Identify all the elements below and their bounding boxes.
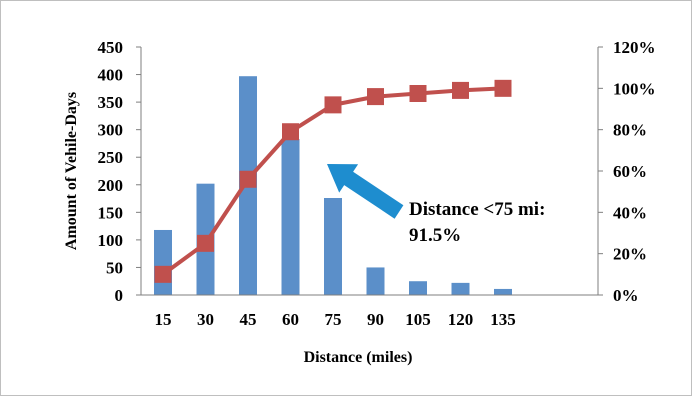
bar <box>281 139 300 295</box>
right-tick-label: 0% <box>613 286 639 305</box>
x-tick-label: 45 <box>240 310 257 329</box>
right-tick-label: 100% <box>613 79 656 98</box>
line-point <box>409 85 427 102</box>
line-point <box>239 170 257 188</box>
left-axis-ticks: 0 50 100 150 200 250 300 350 400 450 <box>98 38 141 305</box>
bar <box>366 267 385 295</box>
annotation: Distance <75 mi: 91.5% <box>327 164 545 246</box>
right-tick-label: 120% <box>613 38 656 57</box>
x-tick-label: 15 <box>155 310 172 329</box>
line-point <box>367 88 384 106</box>
right-tick-label: 20% <box>613 245 647 264</box>
x-tick-label: 120 <box>448 310 474 329</box>
x-tick-label: 30 <box>197 310 214 329</box>
right-axis-ticks: 0% 20% 40% 60% 80% 100% 120% <box>598 38 656 305</box>
bar <box>451 282 470 295</box>
left-tick-label: 400 <box>98 66 124 85</box>
right-tick-label: 60% <box>613 162 647 181</box>
left-tick-label: 250 <box>98 148 124 167</box>
annotation-line1: Distance <75 mi: <box>409 199 545 220</box>
line-point <box>494 79 512 97</box>
left-tick-label: 200 <box>98 176 124 195</box>
bar <box>494 288 512 295</box>
annotation-line2: 91.5% <box>409 225 461 246</box>
line-point <box>452 81 469 99</box>
x-tick-label: 135 <box>490 310 516 329</box>
right-tick-label: 80% <box>613 121 647 140</box>
right-tick-label: 40% <box>613 203 647 222</box>
left-tick-label: 50 <box>106 258 123 277</box>
line-point <box>282 123 299 141</box>
left-tick-label: 450 <box>98 38 124 57</box>
x-tick-label: 75 <box>325 310 342 329</box>
x-tick-label: 60 <box>282 310 299 329</box>
left-tick-label: 300 <box>98 121 124 140</box>
left-tick-label: 100 <box>98 231 124 250</box>
bar-series <box>154 76 512 295</box>
x-tick-label: 105 <box>405 310 431 329</box>
left-tick-label: 0 <box>115 286 124 305</box>
line-series <box>154 79 512 283</box>
annotation-arrow <box>327 164 404 219</box>
y-axis-label: Amount of Vehile-Days <box>63 92 80 250</box>
line-point <box>324 96 342 114</box>
x-axis-ticks: 15 30 45 60 75 90 105 120 135 <box>155 310 516 329</box>
bar <box>409 281 427 295</box>
x-tick-label: 90 <box>367 310 384 329</box>
bar <box>324 198 342 295</box>
left-tick-label: 350 <box>98 93 124 112</box>
line-point <box>197 234 214 252</box>
left-tick-label: 150 <box>98 203 124 222</box>
bar <box>154 229 172 295</box>
x-axis-label: Distance (miles) <box>304 349 413 366</box>
line-point <box>154 265 172 283</box>
